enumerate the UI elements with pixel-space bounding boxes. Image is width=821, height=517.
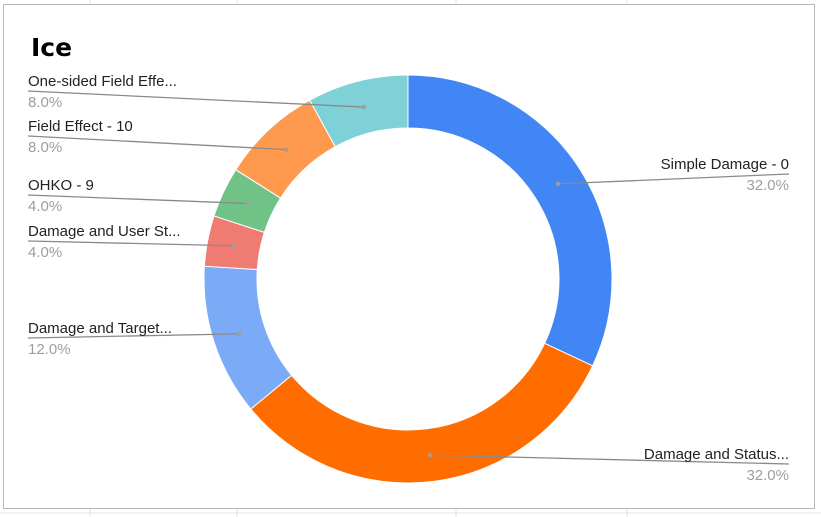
slice-percent-label: 4.0%	[28, 244, 62, 261]
slice-damage-and-status[interactable]	[250, 342, 594, 484]
leader-line	[27, 333, 240, 339]
leader-line	[27, 240, 234, 247]
leader-dot	[284, 147, 289, 152]
slice-name-label: Simple Damage - 0	[661, 156, 789, 173]
leader-dot	[361, 104, 367, 110]
slice-name-label: One-sided Field Effe...	[28, 73, 177, 90]
slice-label-damage-and-status: Damage and Status... 32.0%	[428, 446, 790, 484]
leader-dot	[236, 331, 242, 337]
slice-percent-label: 32.0%	[746, 467, 789, 484]
leader-dot	[555, 181, 561, 187]
slice-label-simple-damage-0: Simple Damage - 0 32.0%	[555, 156, 790, 194]
slice-percent-label: 32.0%	[746, 177, 789, 194]
leader-dot	[231, 243, 236, 248]
slice-percent-label: 8.0%	[28, 139, 62, 156]
slice-name-label: Damage and Status...	[644, 446, 789, 463]
slice-label-ohko-9: OHKO - 9 4.0%	[27, 177, 250, 215]
slice-percent-label: 8.0%	[28, 94, 62, 111]
slice-label-damage-and-user-st: Damage and User St... 4.0%	[27, 223, 236, 261]
slice-label-one-sided-field-effe: One-sided Field Effe... 8.0%	[27, 73, 367, 111]
slice-percent-label: 4.0%	[28, 198, 62, 215]
leader-line	[27, 194, 248, 205]
leader-line	[430, 454, 790, 465]
leader-line	[557, 173, 790, 185]
slice-label-field-effect-10: Field Effect - 10 8.0%	[27, 118, 289, 156]
leader-line	[27, 90, 364, 108]
leader-line	[27, 135, 287, 151]
slice-name-label: Field Effect - 10	[28, 118, 133, 135]
slice-name-label: OHKO - 9	[28, 177, 94, 194]
slice-label-damage-and-target: Damage and Target... 12.0%	[27, 320, 242, 358]
slice-one-sided-field-effe[interactable]	[309, 74, 409, 148]
slice-name-label: Damage and Target...	[28, 320, 172, 337]
chart-title: Ice	[31, 33, 73, 62]
slice-simple-damage-0[interactable]	[407, 74, 613, 367]
leader-dot	[428, 452, 433, 458]
slice-name-label: Damage and User St...	[28, 223, 181, 240]
slice-percent-label: 12.0%	[28, 341, 71, 358]
leader-dot	[245, 201, 250, 206]
